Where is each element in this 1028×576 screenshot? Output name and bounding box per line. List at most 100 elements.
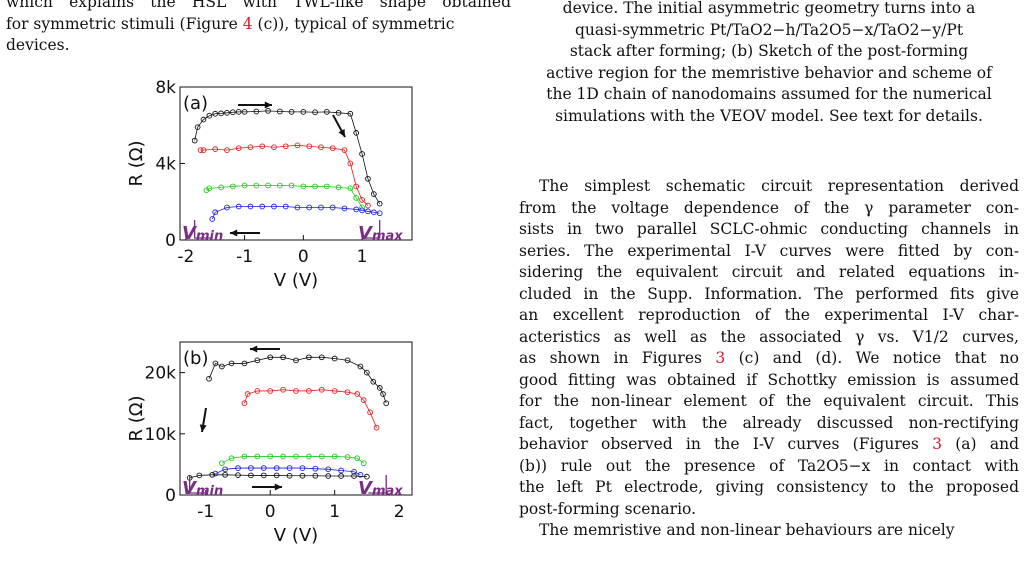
data-point (273, 472, 280, 479)
text-line: from the voltage dependence of the γ par… (519, 198, 1019, 217)
x-tick-label: -1 (236, 247, 253, 267)
plot-frame (179, 341, 413, 496)
data-point (235, 465, 241, 471)
data-point (235, 145, 242, 152)
text-line: good fitting was obtained if Schottky em… (519, 370, 1019, 389)
data-point (294, 204, 301, 211)
data-point (351, 473, 357, 479)
text-line: sidering the equivalent circuit and rela… (519, 263, 1019, 281)
data-point (312, 183, 318, 190)
data-point (241, 182, 248, 189)
data-point (359, 207, 365, 214)
data-point (380, 391, 386, 397)
data-point (247, 203, 254, 210)
data-point (209, 471, 216, 478)
text-line: as shown in Figures 3 (c) and (d). We no… (519, 348, 1019, 370)
x-axis-label: V (V) (274, 270, 318, 291)
x-tick-label: 0 (265, 502, 276, 522)
data-point (280, 354, 286, 361)
text-span: The simplest schematic circuit represent… (539, 177, 1019, 195)
vmin-marker (194, 220, 213, 239)
data-point (267, 453, 274, 460)
data-point (254, 453, 261, 460)
figure-ref-link[interactable]: 3 (715, 349, 726, 367)
data-point (364, 473, 370, 480)
data-point (325, 466, 332, 473)
data-point (200, 116, 207, 123)
series-line (208, 356, 387, 404)
text-line: which explains the HSL with TWL-like sha… (6, 0, 511, 11)
data-point (344, 357, 351, 364)
data-point (206, 112, 213, 119)
data-point (306, 354, 312, 361)
data-point (286, 465, 293, 471)
data-point (267, 354, 274, 361)
data-point (353, 206, 360, 213)
vmin-label: Vmin (182, 478, 223, 499)
vmax-marker (361, 220, 381, 239)
data-point (359, 151, 365, 157)
data-point (248, 472, 254, 479)
data-point (212, 110, 219, 117)
series-line (189, 474, 367, 479)
data-point (288, 182, 295, 189)
data-point (222, 466, 228, 473)
data-point (370, 209, 377, 216)
text-line: cluded in the Supp. Information. The per… (519, 284, 1019, 303)
data-point (329, 145, 336, 152)
data-point (376, 210, 383, 217)
data-point (293, 357, 299, 364)
x-tick-label: 0 (298, 247, 309, 267)
data-point (299, 472, 306, 479)
figure-ref-link[interactable]: 4 (242, 14, 253, 33)
figure-ref-link[interactable]: 3 (932, 435, 942, 453)
data-point (351, 468, 357, 475)
data-point (357, 471, 364, 478)
data-point (323, 109, 330, 115)
text-span: (a) and (942, 435, 1019, 453)
data-point (293, 453, 299, 460)
data-point (341, 147, 348, 153)
y-tick-label: 0 (165, 486, 176, 506)
data-point (276, 108, 283, 115)
y-axis-label: R (Ω) (126, 395, 147, 441)
x-tick-label: -2 (177, 247, 194, 267)
data-point (254, 357, 261, 364)
data-point (228, 455, 235, 462)
data-point (360, 460, 367, 467)
text-line: post-forming scenario. (519, 499, 697, 518)
series-line (200, 144, 369, 206)
data-point (241, 109, 248, 115)
direction-arrow-head (199, 424, 207, 432)
data-point (347, 110, 354, 117)
y-tick-label: 4k (155, 155, 176, 175)
data-point (286, 472, 293, 479)
y-tick-label: 0 (165, 231, 176, 251)
caption-line: device. The initial asymmetric geometry … (562, 0, 976, 17)
data-point (288, 109, 295, 115)
text-line: for the non-linear element of the equiva… (519, 392, 1019, 410)
data-point (228, 360, 235, 367)
vmax-subscript: max (372, 484, 403, 499)
text-line: The simplest schematic circuit represent… (519, 176, 1019, 198)
data-point (276, 182, 283, 189)
data-point (312, 109, 318, 116)
text-span: behavior observed in the I-V curves (Fig… (519, 435, 933, 453)
data-point (230, 183, 236, 190)
y-tick-label: 8k (155, 78, 176, 98)
caption-line: active region for the memristive behavio… (546, 63, 992, 82)
body-paragraph: The simplest schematic circuit represent… (519, 176, 1019, 542)
text-line: for symmetric stimuli (Figure 4 (c)), ty… (6, 14, 511, 36)
data-point (306, 388, 312, 394)
data-point (360, 397, 367, 403)
data-point (338, 473, 344, 479)
data-point (347, 160, 354, 167)
data-point (282, 143, 289, 150)
text-span: (c)), typical of symmetric (252, 14, 455, 33)
direction-arrow-head (230, 229, 238, 237)
data-point (318, 354, 325, 361)
data-point (306, 204, 313, 211)
text-span: for symmetric stimuli (Figure (6, 14, 243, 33)
data-point (267, 388, 274, 394)
data-point (253, 182, 260, 189)
